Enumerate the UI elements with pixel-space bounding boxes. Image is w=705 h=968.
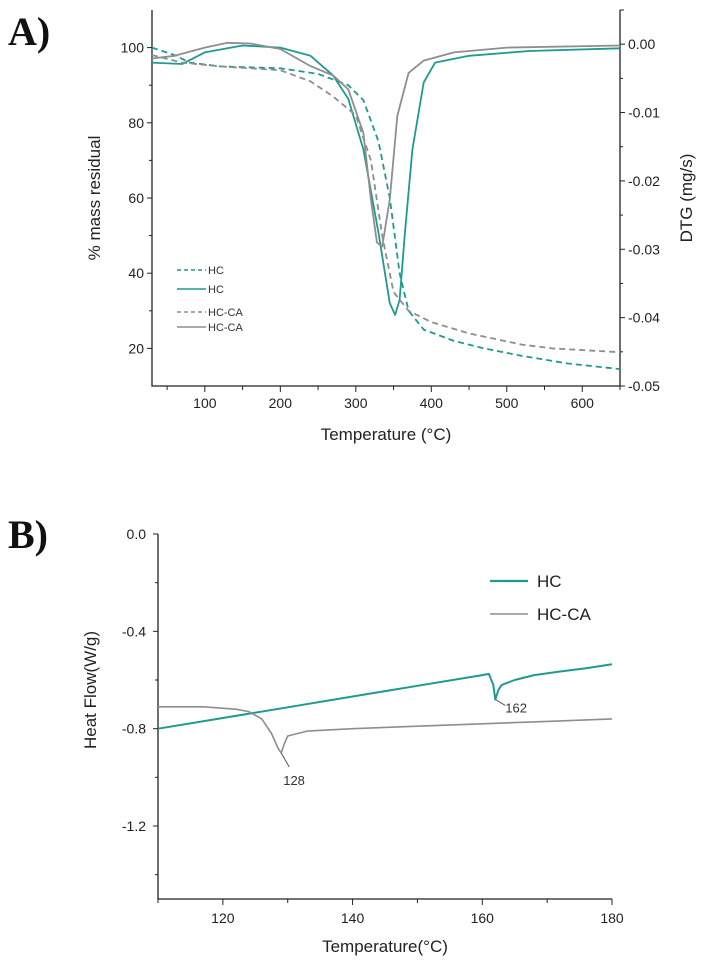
y2-tick-label: -0.01 xyxy=(628,105,660,121)
legend-label: HC-CA xyxy=(208,307,243,319)
annotation-leader xyxy=(494,699,506,706)
y2-tick-label: -0.04 xyxy=(628,310,660,326)
series-line-hc xyxy=(157,663,613,730)
panel-label-b: B) xyxy=(8,512,48,557)
chart-b: 120 140 160 180 0.0 -0.4 -0.8 -1.2 128 162 HC HC-CA xyxy=(122,526,624,926)
annotation-128: 128 xyxy=(283,773,305,788)
legend-label: HC-CA xyxy=(537,605,591,624)
chart-a: 100 200 300 400 500 600 20 40 60 80 100 0.00 -0.01 -0… xyxy=(121,9,660,411)
x-tick-label: 400 xyxy=(420,395,444,411)
series-line-hc-solid xyxy=(151,44,621,316)
x-tick-label: 600 xyxy=(571,395,595,411)
legend-label: HC xyxy=(208,265,224,277)
series-line-hc-ca-dashed xyxy=(151,54,621,354)
x-tick-label: 100 xyxy=(193,395,217,411)
legend-label: HC xyxy=(208,284,224,296)
chart-b-ylabel: Heat Flow(W/g) xyxy=(81,631,100,749)
annotation-leader xyxy=(280,752,290,768)
chart-a-ylabel: % mass residual xyxy=(85,136,104,261)
legend-label: HC-CA xyxy=(208,322,243,334)
y-tick-label: 20 xyxy=(128,340,144,356)
x-tick-label: 200 xyxy=(269,395,293,411)
series-line-hc-dashed xyxy=(151,46,621,370)
y2-tick-label: -0.05 xyxy=(628,378,660,394)
y-tick-label: 40 xyxy=(128,265,144,281)
chart-a-y2label: DTG (mg/s) xyxy=(677,154,696,243)
chart-a-xlabel: Temperature (°C) xyxy=(321,425,452,444)
chart-b-xlabel: Temperature(°C) xyxy=(322,937,448,956)
x-tick-label: 160 xyxy=(471,910,495,926)
y-tick-label: 80 xyxy=(128,115,144,131)
annotation-162: 162 xyxy=(505,700,527,715)
y-tick-label: 100 xyxy=(121,40,145,56)
y-tick-label: -1.2 xyxy=(122,818,146,834)
y-tick-label: -0.4 xyxy=(122,623,146,639)
x-tick-label: 500 xyxy=(495,395,519,411)
x-tick-label: 140 xyxy=(341,910,365,926)
y-tick-label: -0.8 xyxy=(122,721,146,737)
y-tick-label: 60 xyxy=(128,190,144,206)
x-tick-label: 180 xyxy=(600,910,624,926)
y2-tick-label: 0.00 xyxy=(628,36,655,52)
y2-tick-label: -0.02 xyxy=(628,173,660,189)
series-line-hc-ca xyxy=(158,706,613,754)
x-tick-label: 120 xyxy=(211,910,235,926)
y-tick-label: 0.0 xyxy=(127,526,147,542)
legend-label: HC xyxy=(537,572,562,591)
y2-tick-label: -0.03 xyxy=(628,241,660,257)
panel-label-a: A) xyxy=(8,9,50,54)
series-line-hc-ca-solid xyxy=(151,41,621,248)
x-tick-label: 300 xyxy=(344,395,368,411)
